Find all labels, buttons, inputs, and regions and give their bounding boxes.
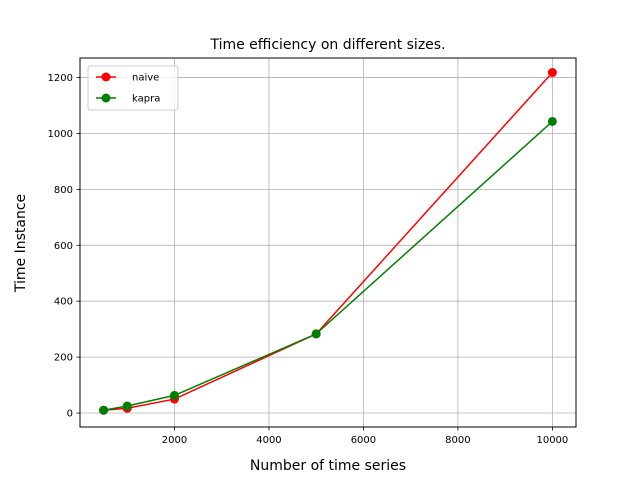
grid-lines — [80, 58, 576, 427]
y-tick-label: 0 — [67, 409, 73, 420]
legend-marker-kapra — [101, 93, 111, 103]
data-series — [99, 68, 557, 415]
legend: naive kapra — [87, 65, 179, 111]
y-axis-title: Time Instance — [13, 194, 29, 293]
x-tick-label: 8000 — [445, 435, 470, 446]
chart-title: Time efficiency on different sizes. — [209, 37, 445, 53]
x-tick-label: 2000 — [162, 435, 187, 446]
y-tick-label: 1200 — [48, 73, 73, 84]
data-point-kapra — [99, 405, 109, 415]
data-point-kapra — [122, 401, 132, 411]
legend-marker-naive — [101, 72, 111, 82]
x-axis-ticks: 2000 4000 6000 8000 10000 — [162, 427, 568, 446]
y-tick-label: 1000 — [48, 129, 73, 140]
data-point-kapra — [547, 116, 557, 126]
legend-label-kapra: kapra — [132, 94, 160, 105]
x-axis-title: Number of time series — [250, 458, 406, 474]
x-tick-label: 6000 — [351, 435, 376, 446]
plot-area-frame — [79, 57, 577, 428]
data-point-kapra — [169, 390, 179, 400]
y-axis-ticks: 0 200 400 600 800 1000 1200 — [48, 73, 80, 420]
x-tick-label: 10000 — [536, 435, 568, 446]
y-tick-label: 800 — [54, 185, 73, 196]
y-tick-label: 200 — [54, 353, 73, 364]
data-point-naive — [547, 68, 557, 78]
x-tick-label: 4000 — [256, 435, 281, 446]
data-point-kapra — [311, 329, 321, 339]
y-tick-label: 400 — [54, 297, 73, 308]
legend-label-naive: naive — [132, 73, 159, 84]
y-tick-label: 600 — [54, 241, 73, 252]
